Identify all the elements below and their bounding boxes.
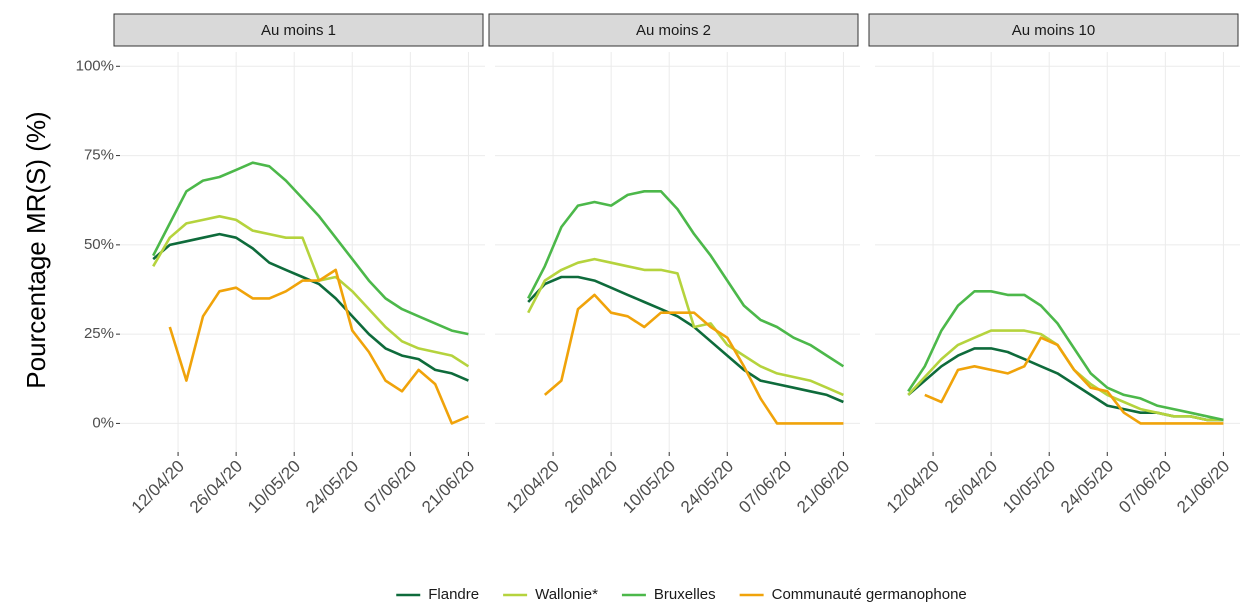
x-tick-label: 24/05/20: [1057, 457, 1117, 517]
legend: Flandre Wallonie* Bruxelles Communauté germ…: [396, 586, 967, 603]
x-tick-label: 10/05/20: [244, 457, 304, 517]
series-line: [527, 190, 845, 368]
y-axis-label: Pourcentage MR(S) (%): [21, 111, 51, 388]
legend-label: Flandre: [428, 586, 479, 603]
x-tick-label: 26/04/20: [561, 457, 621, 517]
x-tick-label: 07/06/20: [360, 457, 420, 517]
x-tick-label: 21/06/20: [418, 457, 478, 517]
series-line: [907, 290, 1224, 422]
x-tick-label: 21/06/20: [1173, 457, 1233, 517]
x-tick-label: 21/06/20: [793, 457, 853, 517]
legend-label: Bruxelles: [654, 586, 716, 603]
legend-label: Wallonie*: [535, 586, 598, 603]
x-tick-label: 26/04/20: [941, 457, 1001, 517]
series-line: [168, 268, 469, 425]
series-line: [527, 275, 844, 404]
facet-strip: [488, 13, 859, 47]
x-tick-label: 12/04/20: [503, 457, 563, 517]
legend-label: Communauté germanophone: [772, 586, 967, 603]
x-tick-label: 12/04/20: [883, 457, 943, 517]
y-tick-label: 50%: [84, 236, 114, 253]
x-tick-label: 26/04/20: [186, 457, 246, 517]
series-line: [924, 336, 1224, 425]
x-tick-label: 10/05/20: [999, 457, 1059, 517]
x-tick-label: 12/04/20: [128, 457, 188, 517]
x-tick-label: 24/05/20: [302, 457, 362, 517]
x-tick-label: 07/06/20: [735, 457, 795, 517]
facet-strip: [868, 13, 1239, 47]
series-line: [527, 257, 844, 397]
y-tick-label: 75%: [84, 147, 114, 164]
facet-title: Au moins 1: [261, 22, 336, 39]
facet-title: Au moins 10: [1012, 22, 1095, 39]
facet-title: Au moins 2: [636, 22, 711, 39]
y-tick-label: 25%: [84, 325, 114, 342]
series-line: [152, 215, 470, 368]
series-line: [543, 293, 844, 425]
x-tick-label: 10/05/20: [619, 457, 679, 517]
series-line: [152, 161, 469, 336]
facet-strip: [113, 13, 484, 47]
y-tick-label: 0%: [92, 414, 114, 431]
x-tick-label: 24/05/20: [677, 457, 737, 517]
y-tick-label: 100%: [76, 57, 114, 74]
x-tick-label: 07/06/20: [1115, 457, 1175, 517]
